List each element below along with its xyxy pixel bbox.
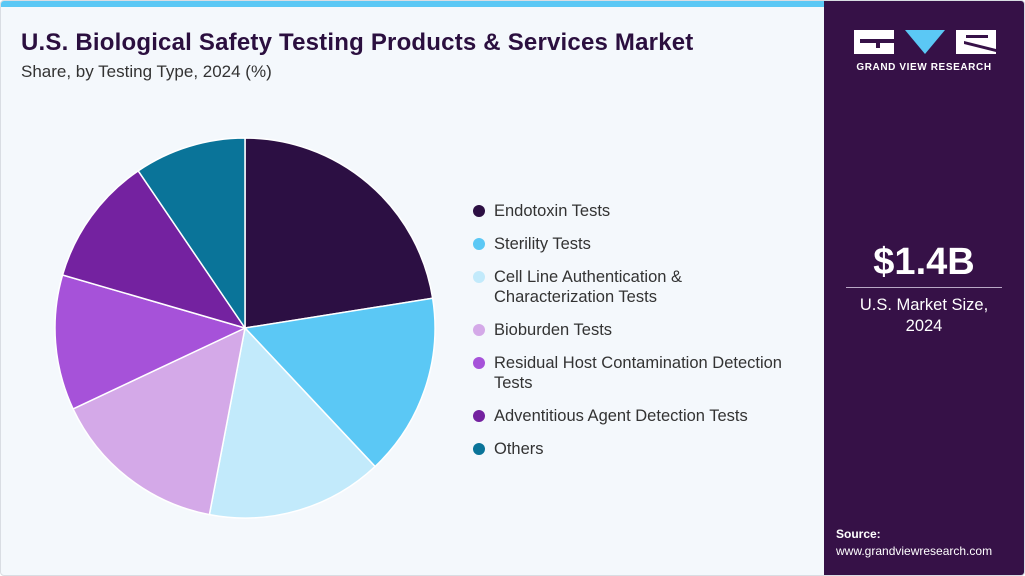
logo-text: GRAND VIEW RESEARCH bbox=[856, 62, 992, 73]
pie-slice-2 bbox=[208, 326, 377, 519]
market-size-label: U.S. Market Size, 2024 bbox=[859, 296, 989, 335]
legend-swatch bbox=[473, 238, 485, 250]
legend-item: Cell Line Authentication & Characterizat… bbox=[473, 267, 803, 307]
legend-label: Sterility Tests bbox=[494, 235, 591, 253]
legend-swatch bbox=[473, 271, 485, 283]
pie-slice-4 bbox=[54, 274, 248, 410]
chart-legend: Endotoxin Tests Sterility Tests Cell Line … bbox=[473, 201, 803, 472]
legend-swatch bbox=[473, 357, 485, 369]
legend-swatch bbox=[473, 324, 485, 336]
legend-label: Endotoxin Tests bbox=[494, 202, 611, 220]
page-title: U.S. Biological Safety Testing Products … bbox=[21, 29, 694, 56]
sidebar-panel: GRAND VIEW RESEARCH $1.4B U.S. Market Si… bbox=[824, 1, 1024, 575]
legend-item: Residual Host Contamination Detection Te… bbox=[473, 353, 803, 393]
source-label: Source: bbox=[836, 527, 881, 541]
legend-swatch bbox=[473, 443, 485, 455]
legend-item: Bioburden Tests bbox=[473, 320, 803, 340]
pie-slice-1 bbox=[243, 297, 436, 468]
pie-slice-0 bbox=[244, 137, 434, 329]
legend-item: Sterility Tests bbox=[473, 234, 803, 254]
pie-slice-5 bbox=[61, 169, 247, 330]
divider bbox=[846, 287, 1002, 288]
source-link[interactable]: www.grandviewresearch.com bbox=[836, 544, 993, 558]
legend-item: Others bbox=[473, 439, 803, 459]
market-size-value: $1.4B bbox=[873, 241, 975, 283]
legend-item: Endotoxin Tests bbox=[473, 201, 803, 221]
grand-view-research-logo bbox=[854, 30, 996, 54]
pie-slice-6 bbox=[137, 137, 246, 331]
legend-label: Cell Line Authentication & Characterizat… bbox=[494, 268, 683, 306]
legend-swatch bbox=[473, 410, 485, 422]
legend-label: Bioburden Tests bbox=[494, 321, 613, 339]
legend-label: Others bbox=[494, 440, 544, 458]
legend-item: Adventitious Agent Detection Tests bbox=[473, 406, 803, 426]
chart-subtitle: Share, by Testing Type, 2024 (%) bbox=[21, 62, 272, 81]
legend-label: Adventitious Agent Detection Tests bbox=[494, 407, 748, 425]
legend-label: Residual Host Contamination Detection Te… bbox=[494, 354, 782, 392]
accent-bar bbox=[1, 1, 824, 7]
pie-slice-3 bbox=[72, 326, 247, 516]
legend-swatch bbox=[473, 205, 485, 217]
pie-chart bbox=[54, 137, 436, 519]
